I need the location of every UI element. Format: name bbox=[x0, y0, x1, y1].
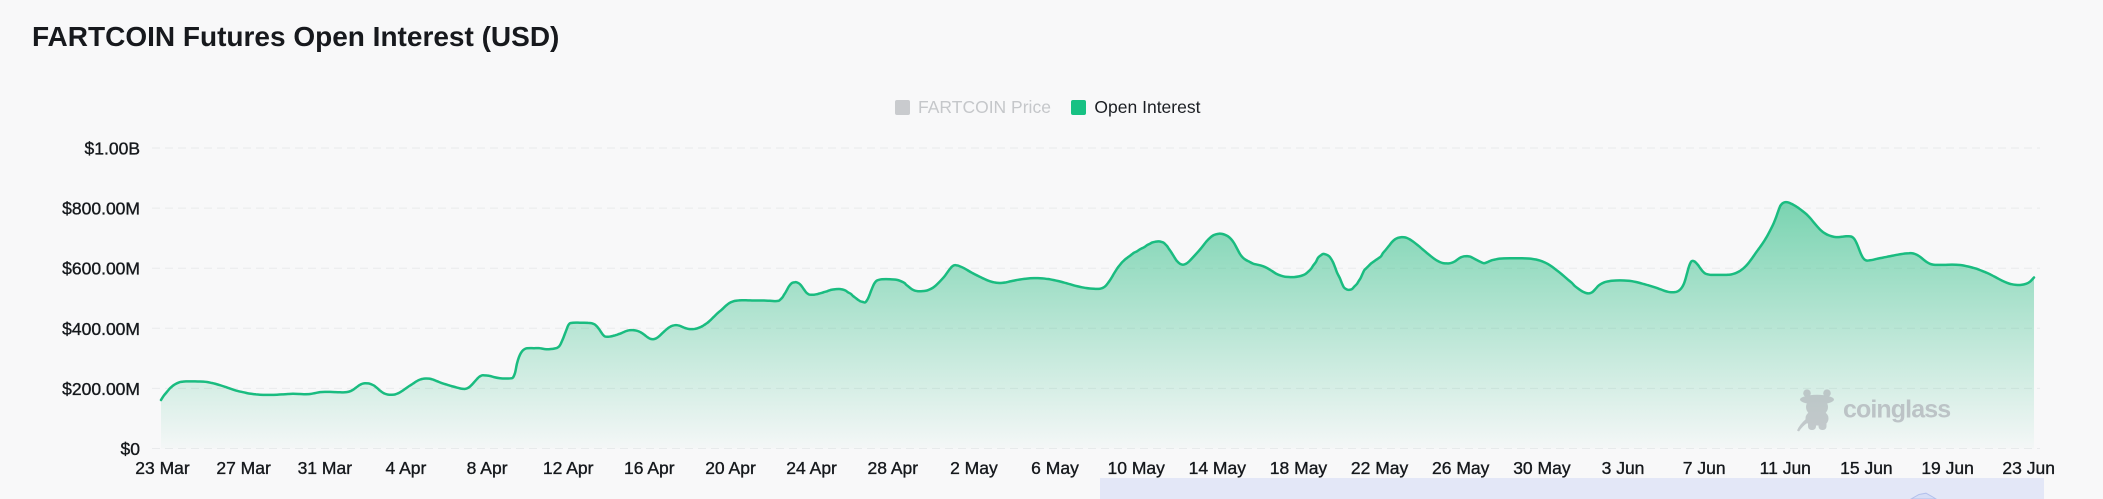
svg-text:7 Jun: 7 Jun bbox=[1683, 458, 1726, 478]
svg-text:$800.00M: $800.00M bbox=[62, 199, 140, 219]
svg-text:8 Apr: 8 Apr bbox=[467, 458, 508, 478]
svg-text:30 May: 30 May bbox=[1513, 458, 1571, 478]
svg-text:$1.00B: $1.00B bbox=[85, 139, 140, 159]
svg-text:2 May: 2 May bbox=[950, 458, 998, 478]
svg-text:$0: $0 bbox=[121, 439, 141, 459]
svg-text:19 Jun: 19 Jun bbox=[1921, 458, 1974, 478]
svg-text:28 Apr: 28 Apr bbox=[867, 458, 918, 478]
svg-text:24 Apr: 24 Apr bbox=[786, 458, 837, 478]
svg-text:23 Jun: 23 Jun bbox=[2002, 458, 2055, 478]
svg-text:23 Mar: 23 Mar bbox=[135, 458, 190, 478]
svg-text:$600.00M: $600.00M bbox=[62, 259, 140, 279]
svg-text:$400.00M: $400.00M bbox=[62, 319, 140, 339]
svg-text:26 May: 26 May bbox=[1432, 458, 1490, 478]
svg-text:27 Mar: 27 Mar bbox=[216, 458, 271, 478]
svg-text:31 Mar: 31 Mar bbox=[298, 458, 353, 478]
svg-text:10 May: 10 May bbox=[1108, 458, 1166, 478]
svg-text:11 Jun: 11 Jun bbox=[1760, 458, 1811, 478]
svg-text:12 Apr: 12 Apr bbox=[543, 458, 594, 478]
svg-text:coinglass: coinglass bbox=[1843, 396, 1950, 424]
svg-text:20 Apr: 20 Apr bbox=[705, 458, 756, 478]
svg-text:4 Apr: 4 Apr bbox=[385, 458, 426, 478]
svg-text:18 May: 18 May bbox=[1270, 458, 1328, 478]
svg-text:$200.00M: $200.00M bbox=[62, 379, 140, 399]
svg-text:22 May: 22 May bbox=[1351, 458, 1409, 478]
svg-text:6 May: 6 May bbox=[1031, 458, 1079, 478]
svg-text:16 Apr: 16 Apr bbox=[624, 458, 675, 478]
svg-text:14 May: 14 May bbox=[1189, 458, 1247, 478]
svg-text:3 Jun: 3 Jun bbox=[1602, 458, 1645, 478]
svg-text:15 Jun: 15 Jun bbox=[1840, 458, 1893, 478]
